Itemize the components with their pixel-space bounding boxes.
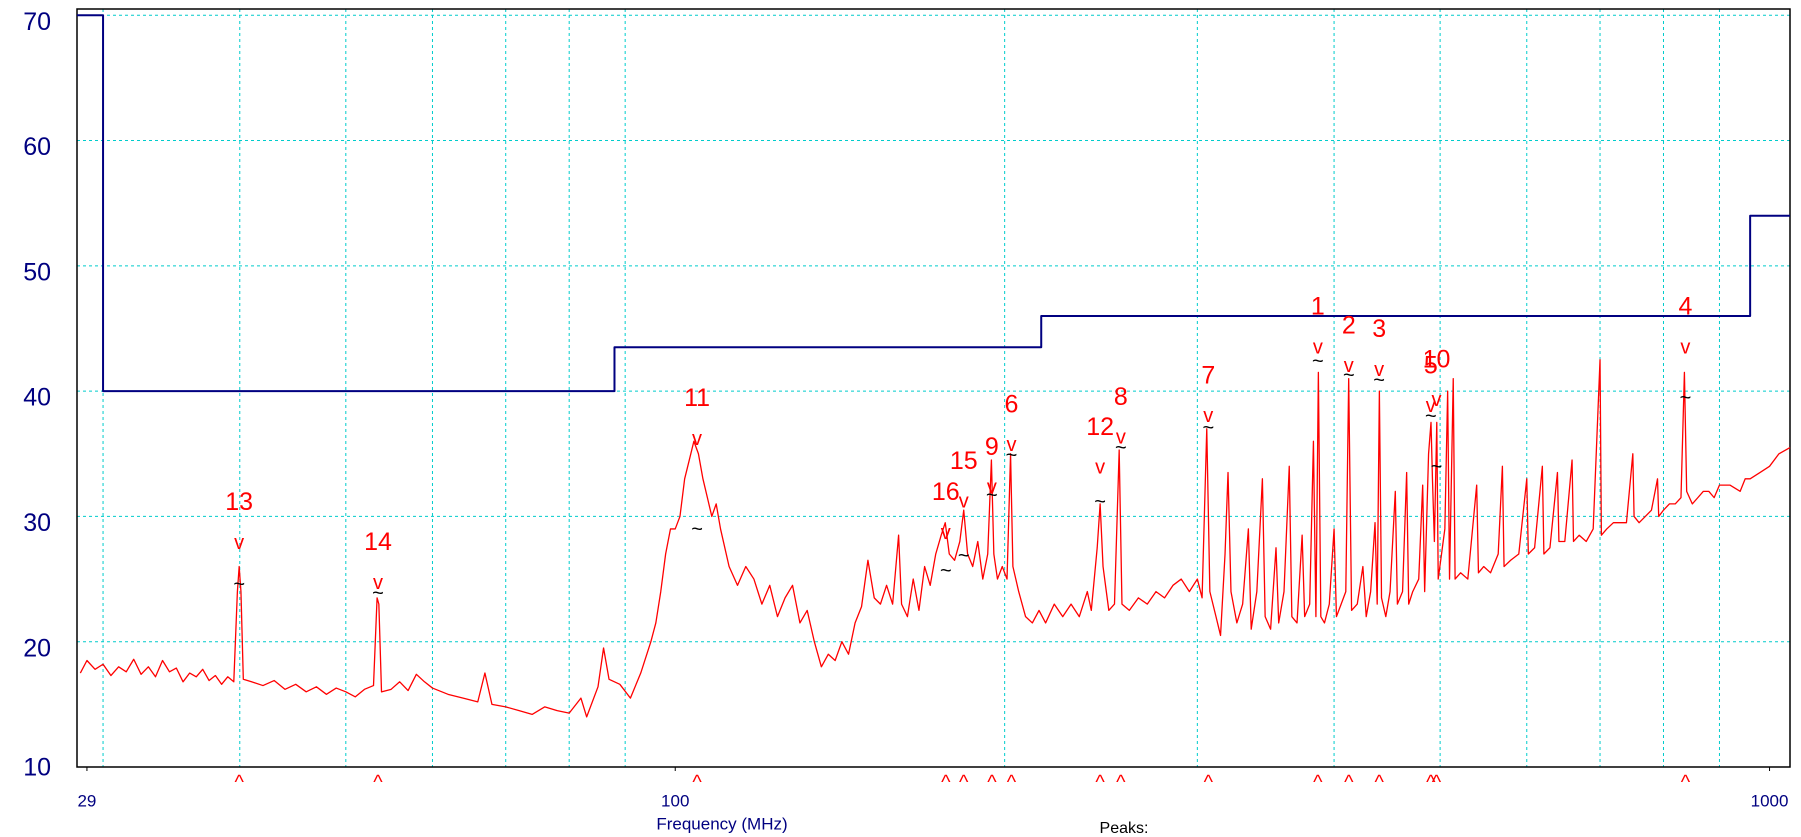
peak-label: 15	[950, 447, 978, 475]
avg-marker: ~	[372, 582, 384, 604]
peak-marker: v	[692, 428, 702, 450]
peak-label: 2	[1342, 311, 1356, 339]
peak-label: 8	[1114, 383, 1128, 411]
peak-marker: v	[1344, 355, 1354, 377]
peak-marker: v	[1116, 427, 1126, 449]
trace-line	[79, 359, 1791, 718]
peak-marker: v	[1095, 457, 1105, 479]
axis-marker: ^	[1204, 771, 1214, 793]
peak-label: 12	[1086, 413, 1114, 441]
axis-marker: ^	[373, 771, 383, 793]
x-tick-label: 1000	[1751, 791, 1789, 810]
y-tick-label: 50	[23, 258, 51, 286]
footer: Peaks:	[1100, 820, 1149, 837]
axis-marker: ^	[987, 771, 997, 793]
axis-marker: ^	[1007, 771, 1017, 793]
plot-frame	[76, 8, 1791, 768]
avg-marker: ~	[691, 518, 703, 540]
axis-marker: ^	[692, 771, 702, 793]
axis-marker: ^	[959, 771, 969, 793]
avg-marker: ~	[1425, 406, 1437, 428]
peak-marker: v	[234, 532, 244, 554]
axis-marker: ^	[941, 771, 951, 793]
peak-label: 5	[1424, 352, 1438, 380]
peak-marker: v	[941, 522, 951, 544]
peak-label: 3	[1372, 315, 1386, 343]
peak-marker: v	[1431, 389, 1441, 411]
y-tick-label: 70	[23, 8, 51, 36]
avg-marker: ~	[958, 545, 970, 567]
y-tick-label: 40	[23, 384, 51, 412]
peak-label: 7	[1201, 362, 1215, 390]
axis-marker: ^	[1116, 771, 1126, 793]
peak-marker: v	[1203, 405, 1213, 427]
axis-marker: ^	[234, 771, 244, 793]
axis-marker: ^	[1344, 771, 1354, 793]
peak-marker: v	[959, 490, 969, 512]
peak-label: 10	[1423, 345, 1451, 373]
peak-label: 1	[1311, 293, 1325, 321]
y-tick-label: 20	[23, 634, 51, 662]
axis-marker: ^	[1426, 771, 1436, 793]
limit-line	[77, 14, 1790, 393]
axis-marker: ^	[1432, 771, 1442, 793]
peak-marker: v	[1313, 336, 1323, 358]
y-tick-label: 60	[23, 133, 51, 161]
peak-marker: v	[1426, 395, 1436, 417]
peak-marker: v	[1006, 434, 1016, 456]
peak-label: 13	[225, 488, 253, 516]
axis-marker: ^	[1095, 771, 1105, 793]
peak-marker: v	[1374, 359, 1384, 381]
peak-marker: v	[1680, 336, 1690, 358]
avg-marker: ~	[1680, 387, 1692, 409]
x-tick-label: 100	[661, 791, 689, 810]
avg-marker: ~	[1202, 417, 1214, 439]
peak-label: 9	[985, 433, 999, 461]
axis-marker: ^	[1681, 771, 1691, 793]
avg-marker: ~	[986, 485, 998, 507]
avg-marker: ~	[1094, 491, 1106, 513]
x-tick-label: 29	[77, 791, 96, 810]
avg-marker: ~	[1373, 369, 1385, 391]
y-tick-label: 10	[23, 754, 51, 782]
peak-label: 4	[1678, 293, 1692, 321]
avg-marker: ~	[1431, 456, 1443, 478]
peak-marker: v	[987, 477, 997, 499]
avg-marker: ~	[1312, 351, 1324, 373]
x-axis-label: Frequency (MHz)	[656, 814, 787, 833]
y-tick-label: 30	[23, 509, 51, 537]
avg-marker: ~	[233, 574, 245, 596]
peak-label: 11	[684, 384, 710, 412]
peak-marker: v	[373, 572, 383, 594]
avg-marker: ~	[1115, 437, 1127, 459]
axis-marker: ^	[1313, 771, 1323, 793]
avg-marker: ~	[940, 560, 952, 582]
peak-label: 6	[1005, 390, 1019, 418]
avg-marker: ~	[1006, 445, 1018, 467]
peak-label: 16	[932, 478, 960, 506]
peak-label: 14	[364, 528, 392, 556]
axis-marker: ^	[1374, 771, 1384, 793]
avg-marker: ~	[1343, 364, 1355, 386]
